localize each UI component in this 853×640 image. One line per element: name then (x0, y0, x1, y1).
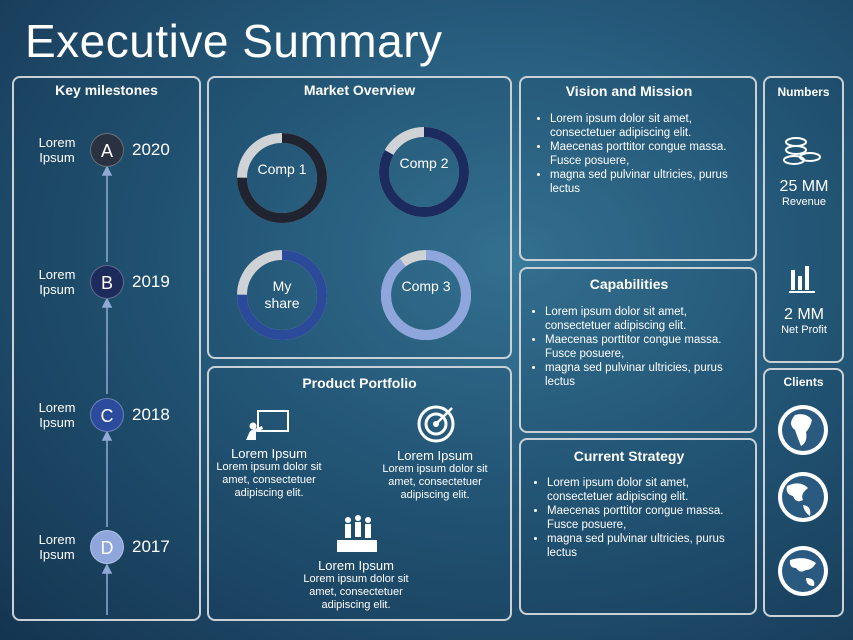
bullet-list: Lorem ipsum dolor sit amet, consectetuer… (533, 305, 730, 389)
milestone-year: 2018 (132, 405, 170, 424)
number-label: Net Profit (781, 324, 827, 336)
portfolio-text: Lorem ipsum dolor sit amet, consectetuer… (216, 461, 322, 499)
milestone-badge: D (90, 530, 124, 564)
milestone-label: Lorem Ipsum (38, 135, 76, 165)
panel-heading: Capabilities (589, 276, 669, 292)
capabilities-panel (519, 267, 757, 433)
milestone-label: Lorem Ipsum (38, 267, 76, 297)
donut-label: Comp 2 (399, 155, 449, 171)
portfolio-title: Lorem Ipsum (231, 446, 307, 461)
bullet: magna sed pulvinar ultricies, purus lect… (545, 361, 730, 389)
bullet-list: Lorem ipsum dolor sit amet, consectetuer… (538, 112, 735, 196)
portfolio-panel (207, 366, 512, 621)
milestone-badge: C (90, 398, 124, 432)
number-icons (783, 137, 821, 293)
donut-arc (381, 250, 471, 340)
bullet: Lorem ipsum dolor sit amet, consectetuer… (547, 476, 732, 504)
number-value: 2 MM (784, 306, 824, 323)
milestone-badge: A (90, 133, 124, 167)
milestone-badge: B (90, 265, 124, 299)
milestone-year: 2019 (132, 272, 170, 291)
portfolio-icons (246, 405, 455, 552)
milestone-label: Lorem Ipsum (38, 400, 76, 430)
strategy-panel (519, 438, 757, 615)
bullet: magna sed pulvinar ultricies, purus lect… (550, 168, 735, 196)
donut-arc (237, 250, 327, 340)
client-globes (778, 405, 828, 596)
numbers-panel (763, 76, 844, 363)
vision-panel (519, 76, 757, 261)
panel-heading: Key milestones (55, 82, 158, 98)
donut-label: My share (264, 278, 300, 311)
bullet: Maecenas porttitor congue massa. Fusce p… (547, 504, 732, 532)
panel-heading: Market Overview (303, 82, 416, 98)
portfolio-title: Lorem Ipsum (397, 448, 473, 463)
milestone-arrows (101, 165, 113, 615)
donut-arc (237, 133, 327, 223)
panel-heading: Clients (783, 375, 824, 389)
portfolio-text: Lorem ipsum dolor sit amet, consectetuer… (303, 573, 409, 611)
bullet: Maecenas porttitor congue massa. Fusce p… (545, 333, 730, 361)
panel-heading: Current Strategy (573, 448, 685, 464)
number-value: 25 MM (779, 178, 829, 195)
bullet: Maecenas porttitor congue massa. Fusce p… (550, 140, 735, 168)
slide-title: Executive Summary (25, 15, 443, 67)
panel-heading: Numbers (777, 85, 830, 99)
donut-label: Comp 3 (401, 278, 451, 294)
panel-heading: Product Portfolio (302, 375, 417, 391)
number-label: Revenue (781, 196, 827, 208)
bullet: magna sed pulvinar ultricies, purus lect… (547, 532, 732, 560)
portfolio-title: Lorem Ipsum (318, 558, 394, 573)
donut-label: Comp 1 (257, 161, 307, 177)
bullet-list: Lorem ipsum dolor sit amet, consectetuer… (535, 476, 732, 560)
milestone-label: Lorem Ipsum (38, 532, 76, 562)
panel-heading: Vision and Mission (565, 83, 693, 99)
milestone-year: 2020 (132, 140, 170, 159)
donut-arc (379, 127, 469, 217)
bullet: Lorem ipsum dolor sit amet, consectetuer… (550, 112, 735, 140)
bullet: Lorem ipsum dolor sit amet, consectetuer… (545, 305, 730, 333)
portfolio-text: Lorem ipsum dolor sit amet, consectetuer… (382, 463, 488, 501)
milestone-year: 2017 (132, 537, 170, 556)
